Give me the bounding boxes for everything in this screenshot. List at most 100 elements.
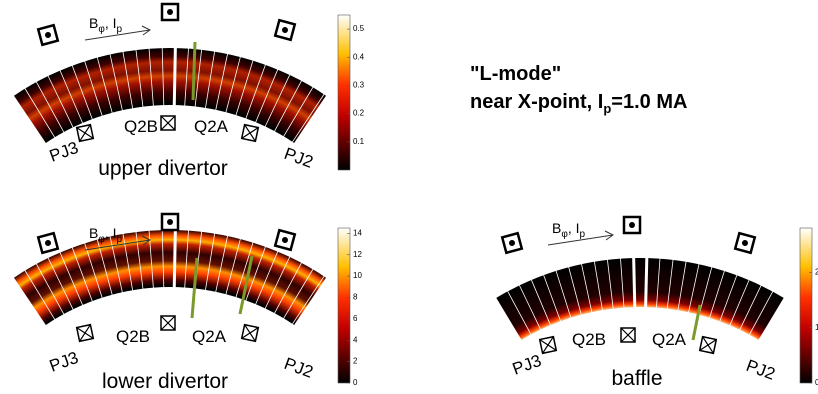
segment-divider [748, 290, 774, 336]
segment-divider [24, 269, 56, 321]
segment-divider [254, 250, 279, 306]
segment-divider [729, 279, 750, 327]
dot-symbol [160, 212, 180, 232]
segment-divider [204, 50, 216, 109]
colorbar [337, 227, 351, 384]
dot-symbol [36, 231, 60, 255]
segment-divider [264, 255, 291, 310]
segment-divider [35, 262, 65, 316]
segment-divider [542, 274, 562, 323]
segment-divider [109, 235, 123, 294]
field-sep: , I [105, 15, 117, 31]
segment-divider [184, 47, 189, 107]
panel: PJ3 Q2B Q2A PJ2 lower divertor Bφ, Ip 0 2 4 6 8 10 1… [13, 212, 362, 393]
segment-divider [71, 64, 93, 121]
title-line-1: "L-mode" [470, 63, 561, 85]
segment-divider [161, 229, 165, 289]
cross-symbol [620, 327, 636, 343]
field-b: B [89, 15, 98, 31]
segment-divider [135, 49, 144, 108]
cross-symbol [75, 123, 95, 143]
colorbar-tick-label: 2 [815, 267, 818, 276]
dot-symbol [500, 231, 524, 255]
segment-divider [291, 275, 325, 325]
segment-divider [518, 284, 542, 331]
coil-label: Q2B [116, 327, 150, 346]
field-arrow [84, 25, 151, 41]
segment-divider [568, 266, 582, 316]
segment-divider [225, 237, 241, 296]
symbol-dot [167, 9, 173, 15]
segment-divider [215, 234, 229, 293]
symbol-dot [45, 240, 51, 246]
panel-caption: upper divertor [98, 157, 228, 180]
segment-divider [264, 73, 291, 128]
cross-symbol [240, 323, 260, 343]
view-chord [190, 257, 199, 319]
field-b-sub: φ [98, 24, 105, 35]
title-text: near X-point, I [470, 91, 603, 113]
symbol-dot [167, 219, 173, 225]
segment-divider [235, 241, 254, 299]
segment-divider [59, 251, 84, 307]
cross-symbol [538, 335, 558, 355]
segment-divider [172, 47, 177, 107]
segment-divider [506, 290, 532, 336]
symbol-dot [629, 222, 635, 228]
segment-divider [71, 246, 93, 303]
segment-divider [194, 48, 203, 108]
coil-label: Q2A [194, 117, 229, 136]
heat-arc [496, 258, 784, 340]
cross-symbol [160, 315, 176, 331]
segment-divider [580, 263, 593, 314]
coil-label: Q2B [572, 330, 606, 349]
field-label: Bφ, Ip [552, 220, 586, 240]
field-arrow [84, 235, 151, 251]
field-i-sub: p [117, 24, 123, 35]
segment-divider [225, 55, 241, 114]
segment-divider [96, 56, 113, 114]
title-text-end: =1.0 MA [611, 91, 687, 113]
segment-divider [273, 261, 303, 315]
segment-divider [677, 260, 687, 312]
field-i-sub: p [117, 234, 123, 245]
colorbar-tick-label: 2 [353, 357, 358, 366]
segment-divider [122, 50, 134, 110]
coil-label: PJ3 [47, 348, 81, 376]
heat-arc [13, 229, 327, 325]
coil-label: PJ2 [282, 144, 316, 172]
symbol-dot [45, 32, 51, 38]
segment-divider [184, 229, 189, 289]
symbol-cross [76, 124, 94, 142]
symbol-dot [282, 27, 288, 33]
segment-divider [606, 258, 614, 310]
field-label: Bφ, Ip [89, 225, 123, 245]
colorbar [799, 227, 813, 384]
segment-divider [738, 284, 762, 331]
symbol-cross [539, 336, 557, 354]
segment-divider [215, 52, 229, 111]
segment-divider [59, 69, 84, 125]
field-b-sub: φ [561, 229, 568, 240]
field-sep: , I [568, 220, 580, 236]
dot-symbol [36, 23, 60, 47]
cross-symbol [75, 323, 95, 343]
view-chord [691, 304, 702, 341]
segment-divider [135, 231, 144, 290]
symbol-cross [241, 324, 259, 342]
field-arrow [547, 230, 614, 246]
coil-label: PJ3 [47, 138, 81, 166]
panel-caption: baffle [612, 367, 663, 390]
segment-divider [291, 93, 325, 143]
coil-label: PJ2 [744, 356, 778, 384]
segment-divider [172, 229, 177, 289]
colorbar-tick-label: 1 [815, 323, 818, 332]
dot-symbol [733, 231, 757, 255]
symbol-cross [241, 124, 259, 142]
field-b-sub: φ [98, 234, 105, 245]
segment-divider [24, 87, 56, 139]
colorbar [337, 14, 351, 171]
segment-divider [245, 245, 267, 302]
field-b: B [552, 220, 561, 236]
